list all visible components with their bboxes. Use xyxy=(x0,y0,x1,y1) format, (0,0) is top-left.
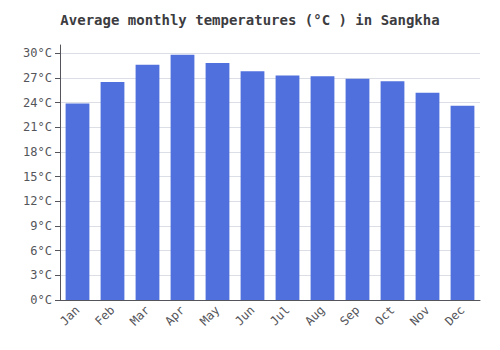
svg-text:Sep: Sep xyxy=(337,303,362,328)
svg-text:Dec: Dec xyxy=(442,303,467,328)
svg-text:12°C: 12°C xyxy=(23,194,52,208)
svg-text:Jun: Jun xyxy=(232,303,257,328)
svg-text:Mar: Mar xyxy=(127,303,152,328)
svg-text:24°C: 24°C xyxy=(23,96,52,110)
svg-text:3°C: 3°C xyxy=(30,268,52,282)
svg-text:Feb: Feb xyxy=(92,303,117,328)
svg-text:Oct: Oct xyxy=(372,303,397,328)
svg-text:21°C: 21°C xyxy=(23,120,52,134)
svg-text:9°C: 9°C xyxy=(30,219,52,233)
svg-text:Apr: Apr xyxy=(162,303,187,328)
svg-text:30°C: 30°C xyxy=(23,46,52,60)
svg-text:Nov: Nov xyxy=(407,303,432,328)
svg-text:Jan: Jan xyxy=(57,303,82,328)
svg-text:Average monthly temperatures (: Average monthly temperatures (°C ) in Sa… xyxy=(60,12,439,28)
svg-text:18°C: 18°C xyxy=(23,145,52,159)
svg-text:15°C: 15°C xyxy=(23,170,52,184)
svg-text:27°C: 27°C xyxy=(23,71,52,85)
svg-text:May: May xyxy=(197,303,222,328)
svg-text:Aug: Aug xyxy=(302,303,327,328)
svg-text:6°C: 6°C xyxy=(30,244,52,258)
svg-text:Jul: Jul xyxy=(267,303,292,328)
svg-text:0°C: 0°C xyxy=(30,293,52,307)
